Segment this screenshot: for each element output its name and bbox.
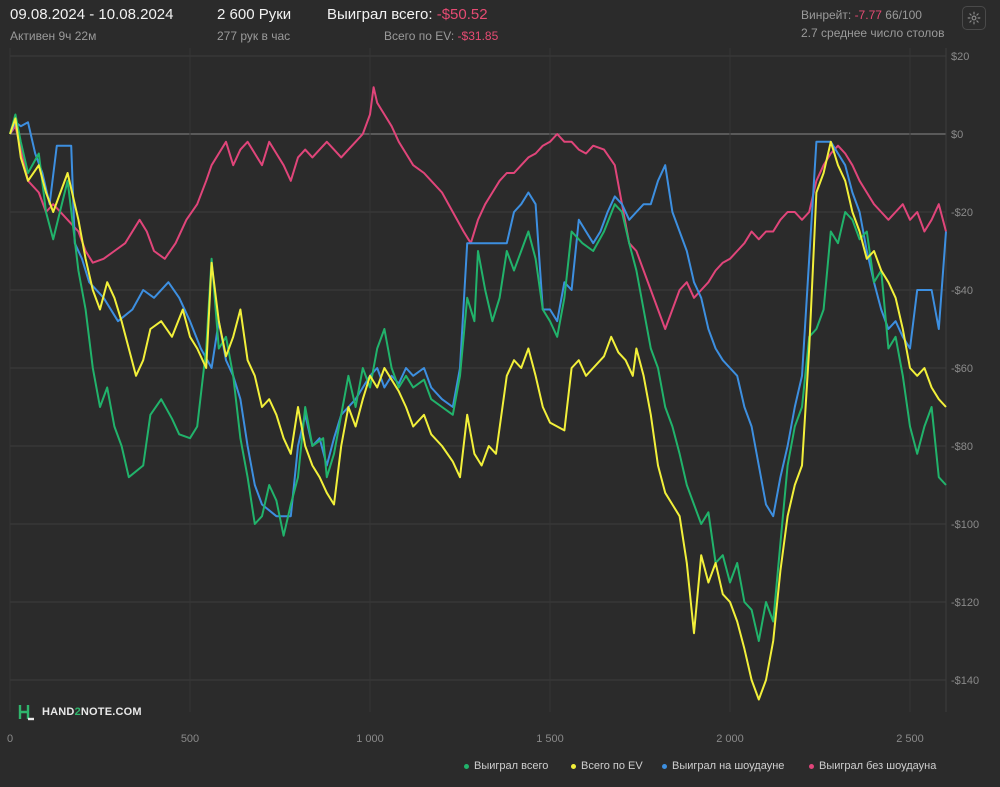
series-line-3 (9, 86, 947, 330)
x-tick-label: 2 000 (716, 733, 744, 745)
x-tick-label: 0 (7, 733, 13, 745)
y-tick-label: $0 (951, 129, 963, 141)
legend-item-won-total[interactable]: Выиграл всего (464, 760, 548, 774)
active-time: Активен 9ч 22м (10, 29, 97, 43)
x-tick-label: 500 (181, 733, 199, 745)
won-total-value: -$50.52 (436, 6, 488, 23)
hands-per-hour: 277 рук в час (217, 29, 291, 43)
y-axis: $20 $0 -$20 -$40 -$60 -$80 -$100 -$120 -$140 (951, 51, 979, 687)
series-line-0 (9, 113, 947, 642)
series-line-2 (9, 121, 947, 518)
legend-swatch (809, 763, 814, 769)
stats-header: 09.08.2024 - 10.08.2024 Активен 9ч 22м 2… (0, 0, 1000, 48)
hands-count: 2 600 Руки (217, 6, 292, 23)
y-tick-label: -$140 (951, 675, 979, 687)
winrate: Винрейт: -7.77 66/100 (801, 8, 922, 22)
hand2note-logo-icon (18, 705, 34, 721)
winrate-label: Винрейт: (801, 8, 852, 22)
date-range: 09.08.2024 - 10.08.2024 (10, 6, 174, 23)
logo-text: HAND2NOTE.COM (42, 706, 142, 718)
series-line-1 (9, 117, 947, 701)
x-axis: 0 500 1 000 1 500 2 000 2 500 (7, 733, 924, 745)
hand2note-logo: HAND2NOTE.COM (18, 703, 142, 721)
y-tick-label: -$20 (951, 207, 973, 219)
x-tick-label: 2 500 (896, 733, 924, 745)
y-tick-label: $20 (951, 51, 969, 63)
avg-tables: 2.7 среднее число столов (801, 26, 945, 40)
legend-swatch (464, 763, 469, 769)
winrate-suffix: 66/100 (885, 8, 922, 22)
ev-total: Всего по EV: -$31.85 (384, 29, 498, 43)
y-tick-label: -$100 (951, 519, 979, 531)
y-tick-label: -$120 (951, 597, 979, 609)
legend-item-showdown[interactable]: Выиграл на шоудауне (662, 760, 784, 774)
legend-item-ev[interactable]: Всего по EV (571, 760, 643, 774)
ev-label: Всего по EV: (384, 29, 455, 43)
y-tick-label: -$80 (951, 441, 973, 453)
settings-button[interactable] (962, 6, 986, 30)
ev-value: -$31.85 (457, 29, 499, 43)
winrate-value: -7.77 (854, 8, 882, 22)
legend-swatch (662, 763, 667, 769)
gear-icon (967, 11, 981, 25)
legend-swatch (571, 763, 576, 769)
y-tick-label: -$40 (951, 285, 973, 297)
legend-item-non-showdown[interactable]: Выиграл без шоудауна (809, 760, 936, 774)
series-lines (9, 86, 947, 701)
won-total: Выиграл всего: -$50.52 (327, 6, 488, 23)
x-tick-label: 1 000 (356, 733, 384, 745)
won-total-label: Выиграл всего: (327, 6, 433, 23)
y-tick-label: -$60 (951, 363, 973, 375)
chart: $20 $0 -$20 -$40 -$60 -$80 -$100 -$120 -$140 0 50… (7, 48, 979, 745)
x-tick-label: 1 500 (536, 733, 564, 745)
